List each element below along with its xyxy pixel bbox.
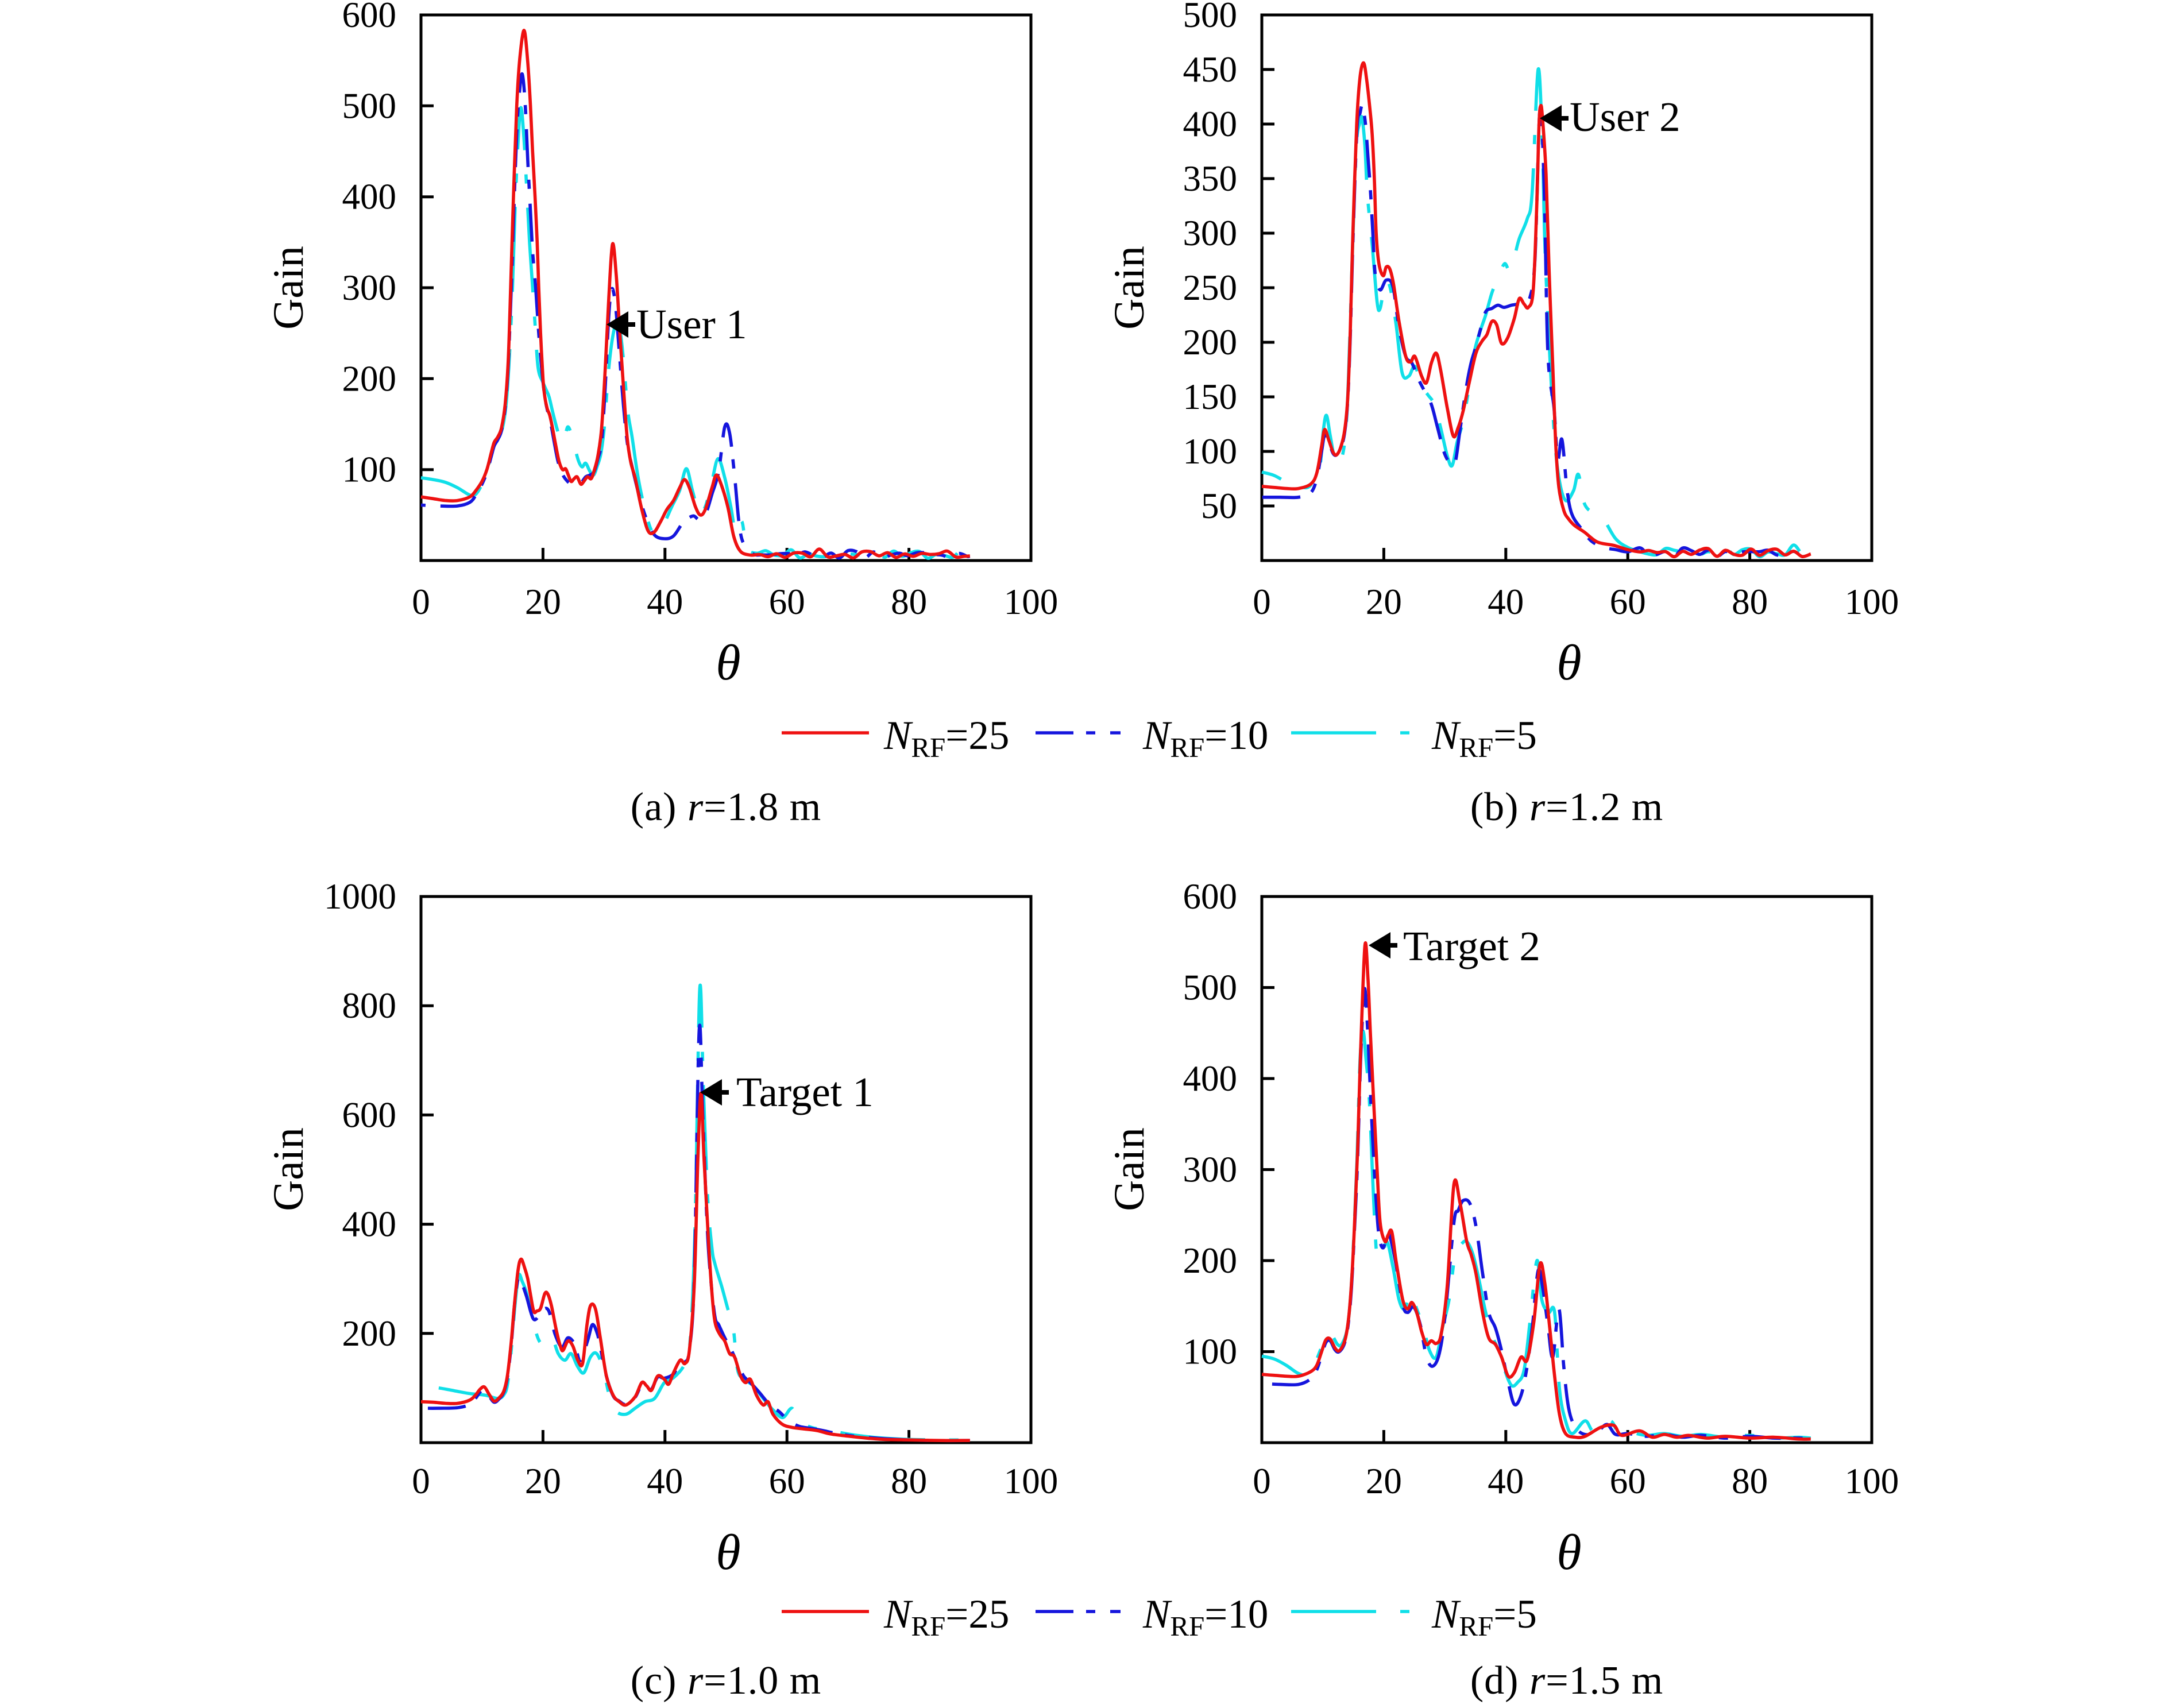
svg-text:40: 40 bbox=[647, 582, 683, 622]
svg-text:600: 600 bbox=[342, 1095, 397, 1135]
svg-text:100: 100 bbox=[1845, 1461, 1899, 1501]
svg-text:400: 400 bbox=[342, 1204, 397, 1245]
svg-text:600: 600 bbox=[342, 0, 397, 35]
svg-text:100: 100 bbox=[342, 450, 397, 490]
svg-text:250: 250 bbox=[1183, 268, 1238, 308]
svg-text:Gain: Gain bbox=[1106, 1127, 1153, 1211]
svg-text:NRF=5: NRF=5 bbox=[1431, 713, 1537, 763]
svg-text:NRF=10: NRF=10 bbox=[1142, 713, 1268, 763]
svg-text:(c) r=1.0 m: (c) r=1.0 m bbox=[631, 1659, 821, 1703]
svg-text:0: 0 bbox=[412, 1461, 430, 1501]
svg-text:400: 400 bbox=[1183, 104, 1238, 144]
svg-text:40: 40 bbox=[1488, 1461, 1524, 1501]
svg-text:θ: θ bbox=[1556, 1525, 1581, 1581]
svg-text:NRF=10: NRF=10 bbox=[1142, 1592, 1268, 1642]
svg-text:θ: θ bbox=[1556, 635, 1581, 691]
svg-text:User 1: User 1 bbox=[636, 301, 747, 347]
svg-text:80: 80 bbox=[1732, 582, 1768, 622]
svg-text:80: 80 bbox=[1732, 1461, 1768, 1501]
svg-text:800: 800 bbox=[342, 986, 397, 1026]
svg-text:200: 200 bbox=[342, 358, 397, 399]
svg-text:40: 40 bbox=[1488, 582, 1524, 622]
svg-text:500: 500 bbox=[342, 86, 397, 126]
svg-text:60: 60 bbox=[769, 1461, 805, 1501]
svg-text:350: 350 bbox=[1183, 159, 1238, 199]
svg-text:(b) r=1.2 m: (b) r=1.2 m bbox=[1470, 785, 1663, 829]
svg-text:400: 400 bbox=[342, 177, 397, 217]
svg-text:Target 1: Target 1 bbox=[736, 1069, 874, 1115]
svg-text:100: 100 bbox=[1183, 431, 1238, 472]
svg-text:θ: θ bbox=[716, 1525, 740, 1581]
svg-text:0: 0 bbox=[1253, 1461, 1271, 1501]
svg-text:100: 100 bbox=[1183, 1332, 1238, 1372]
svg-text:300: 300 bbox=[342, 268, 397, 308]
svg-text:100: 100 bbox=[1004, 582, 1059, 622]
svg-text:Gain: Gain bbox=[265, 246, 312, 330]
svg-text:300: 300 bbox=[1183, 1150, 1238, 1190]
svg-text:100: 100 bbox=[1845, 582, 1899, 622]
svg-text:400: 400 bbox=[1183, 1058, 1238, 1099]
svg-text:60: 60 bbox=[769, 582, 805, 622]
svg-text:0: 0 bbox=[412, 582, 430, 622]
svg-text:200: 200 bbox=[342, 1313, 397, 1354]
svg-text:NRF=5: NRF=5 bbox=[1431, 1592, 1537, 1642]
svg-text:500: 500 bbox=[1183, 968, 1238, 1008]
svg-text:Gain: Gain bbox=[1106, 246, 1153, 330]
svg-text:θ: θ bbox=[716, 635, 740, 691]
svg-text:80: 80 bbox=[891, 1461, 927, 1501]
svg-text:Gain: Gain bbox=[265, 1127, 312, 1211]
svg-text:20: 20 bbox=[525, 582, 561, 622]
svg-text:20: 20 bbox=[1366, 1461, 1402, 1501]
svg-text:20: 20 bbox=[1366, 582, 1402, 622]
svg-text:User 2: User 2 bbox=[1570, 94, 1681, 140]
svg-text:0: 0 bbox=[1253, 582, 1271, 622]
svg-text:200: 200 bbox=[1183, 322, 1238, 362]
svg-text:200: 200 bbox=[1183, 1241, 1238, 1281]
svg-text:80: 80 bbox=[891, 582, 927, 622]
svg-text:60: 60 bbox=[1610, 582, 1646, 622]
svg-text:NRF=25: NRF=25 bbox=[883, 713, 1009, 763]
svg-text:40: 40 bbox=[647, 1461, 683, 1501]
svg-text:450: 450 bbox=[1183, 49, 1238, 90]
svg-text:500: 500 bbox=[1183, 0, 1238, 35]
svg-text:(d) r=1.5 m: (d) r=1.5 m bbox=[1470, 1659, 1663, 1703]
svg-text:100: 100 bbox=[1004, 1461, 1059, 1501]
svg-text:Target 2: Target 2 bbox=[1403, 923, 1540, 969]
svg-text:(a) r=1.8 m: (a) r=1.8 m bbox=[631, 785, 821, 829]
svg-text:20: 20 bbox=[525, 1461, 561, 1501]
svg-text:150: 150 bbox=[1183, 377, 1238, 417]
svg-text:60: 60 bbox=[1610, 1461, 1646, 1501]
svg-text:300: 300 bbox=[1183, 213, 1238, 253]
svg-text:1000: 1000 bbox=[324, 876, 396, 917]
svg-text:NRF=25: NRF=25 bbox=[883, 1592, 1009, 1642]
svg-text:600: 600 bbox=[1183, 876, 1238, 917]
svg-text:50: 50 bbox=[1201, 486, 1237, 526]
